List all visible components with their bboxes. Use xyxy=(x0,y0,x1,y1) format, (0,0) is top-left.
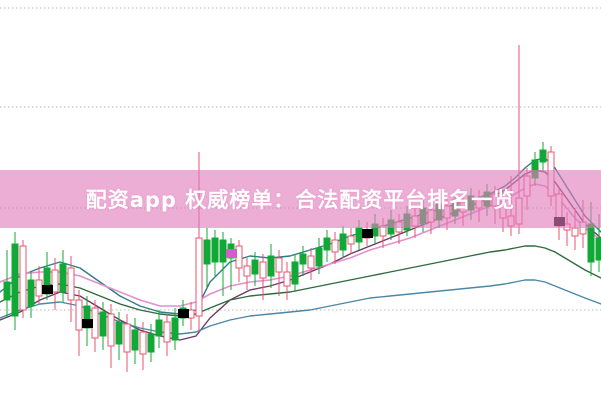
candlestick-chart xyxy=(0,7,601,372)
chart-screenshot: 配资app 权威榜单：合法配资平台排名一览 xyxy=(0,7,601,372)
